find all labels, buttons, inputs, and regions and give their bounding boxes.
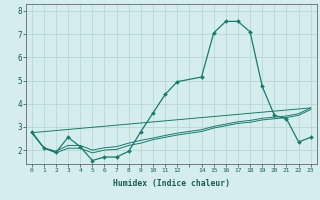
X-axis label: Humidex (Indice chaleur): Humidex (Indice chaleur) bbox=[113, 179, 230, 188]
